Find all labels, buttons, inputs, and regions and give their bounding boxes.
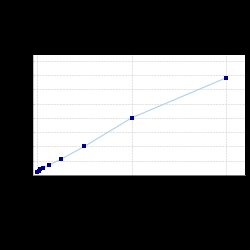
Point (47, 163, 51, 167)
Point (38, 167, 42, 171)
Point (130, 116, 134, 120)
Point (59, 157, 63, 161)
X-axis label: Mouse Ras-related protein Rab-19
Concentration (ng/ml): Mouse Ras-related protein Rab-19 Concent… (85, 185, 192, 196)
Point (224, 76, 228, 80)
Y-axis label: OD: OD (13, 110, 18, 120)
Point (82, 144, 86, 148)
Point (37, 169, 41, 173)
Point (35, 170, 39, 174)
Point (41, 166, 45, 170)
